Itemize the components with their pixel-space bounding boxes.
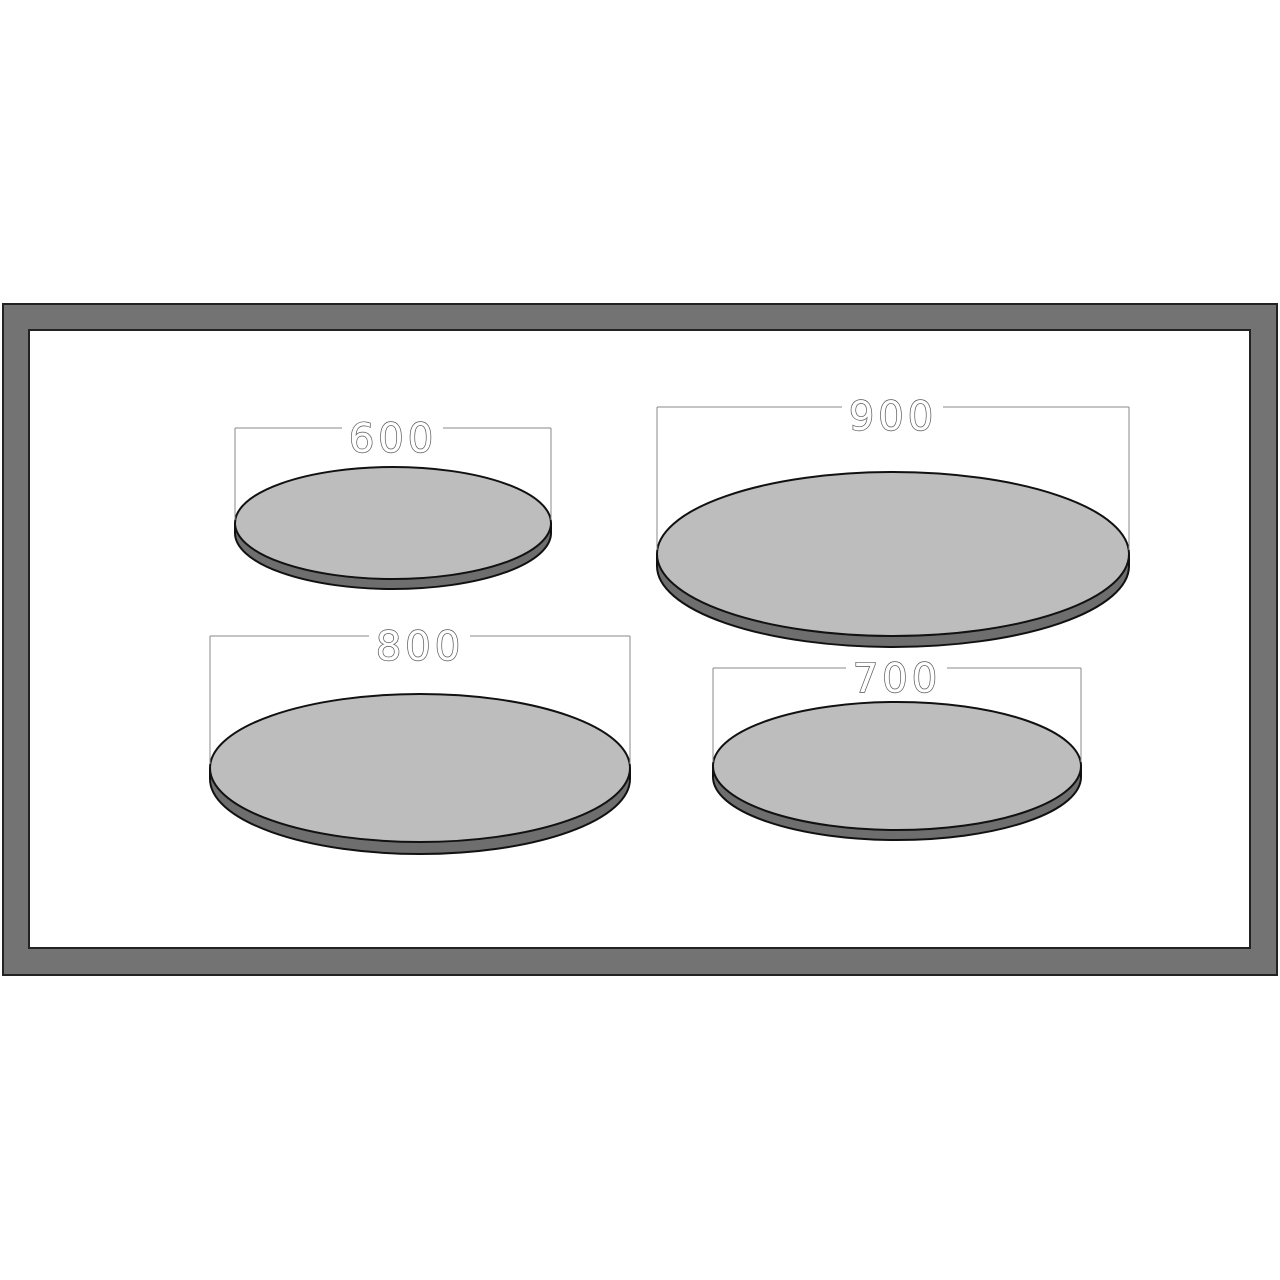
disc-800-group: 800: [209, 623, 631, 855]
disc-600-top: [234, 466, 552, 580]
disc-600-label: 600: [349, 416, 437, 462]
disc-700-dimension: 700: [712, 655, 1082, 762]
disc-600-shape: [234, 466, 552, 590]
disc-600-group: 600: [234, 415, 552, 590]
disc-800-top: [209, 693, 631, 843]
disc-900-shape: [656, 471, 1130, 648]
disc-800-shape: [209, 693, 631, 855]
disc-700-group: 700: [712, 655, 1082, 841]
disc-800-label: 800: [376, 624, 464, 670]
disc-900-dimension: 900: [656, 393, 1130, 550]
disc-800-dimension: 800: [209, 623, 631, 764]
disc-700-label: 700: [853, 656, 941, 702]
disc-600-dimension: 600: [234, 415, 552, 520]
frame-inner-panel: [28, 329, 1251, 949]
disc-700-top: [712, 701, 1082, 831]
disc-900-group: 900: [656, 393, 1130, 648]
disc-900-label: 900: [849, 394, 937, 440]
disc-900-top: [656, 471, 1130, 637]
disc-700-shape: [712, 701, 1082, 841]
